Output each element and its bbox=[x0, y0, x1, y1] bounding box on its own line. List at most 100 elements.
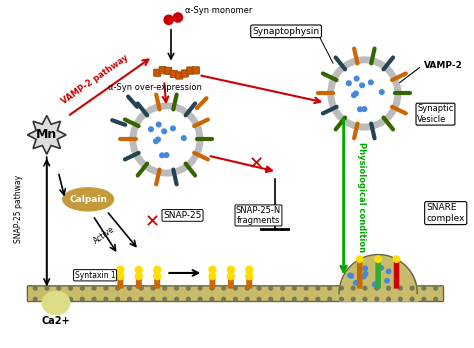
Circle shape bbox=[45, 286, 49, 290]
Circle shape bbox=[328, 286, 331, 290]
Circle shape bbox=[130, 103, 203, 176]
Text: α-Syn monomer: α-Syn monomer bbox=[185, 6, 252, 15]
FancyBboxPatch shape bbox=[136, 275, 142, 288]
Circle shape bbox=[198, 286, 202, 290]
FancyBboxPatch shape bbox=[27, 286, 444, 301]
Circle shape bbox=[164, 153, 169, 157]
Circle shape bbox=[45, 297, 49, 301]
Circle shape bbox=[348, 273, 352, 278]
Circle shape bbox=[92, 297, 96, 301]
Circle shape bbox=[269, 286, 273, 290]
Circle shape bbox=[162, 129, 166, 134]
Circle shape bbox=[351, 297, 355, 301]
Ellipse shape bbox=[42, 291, 70, 314]
Circle shape bbox=[175, 286, 178, 290]
Circle shape bbox=[222, 286, 226, 290]
Circle shape bbox=[385, 278, 389, 283]
FancyBboxPatch shape bbox=[164, 67, 172, 74]
Circle shape bbox=[117, 273, 124, 280]
Text: SNAP-25: SNAP-25 bbox=[164, 211, 202, 220]
Circle shape bbox=[57, 286, 61, 290]
Circle shape bbox=[387, 297, 391, 301]
Circle shape bbox=[352, 93, 356, 97]
FancyBboxPatch shape bbox=[118, 275, 123, 288]
Circle shape bbox=[182, 136, 186, 140]
Circle shape bbox=[434, 297, 438, 301]
Circle shape bbox=[139, 297, 143, 301]
Circle shape bbox=[234, 286, 237, 290]
Circle shape bbox=[234, 297, 237, 301]
Text: Synaptic
Vesicle: Synaptic Vesicle bbox=[417, 104, 454, 124]
Circle shape bbox=[228, 273, 234, 280]
Circle shape bbox=[375, 256, 382, 262]
Circle shape bbox=[281, 297, 284, 301]
FancyBboxPatch shape bbox=[154, 275, 160, 288]
Circle shape bbox=[375, 286, 379, 290]
Text: Syntaxin 1: Syntaxin 1 bbox=[75, 271, 116, 280]
FancyBboxPatch shape bbox=[375, 258, 381, 288]
Circle shape bbox=[387, 286, 391, 290]
Polygon shape bbox=[27, 116, 66, 154]
Circle shape bbox=[175, 297, 178, 301]
Circle shape bbox=[346, 81, 351, 86]
Circle shape bbox=[380, 90, 384, 94]
Circle shape bbox=[69, 297, 73, 301]
Circle shape bbox=[335, 64, 394, 123]
Circle shape bbox=[81, 286, 84, 290]
Circle shape bbox=[304, 297, 308, 301]
Text: Mn: Mn bbox=[36, 128, 57, 141]
Circle shape bbox=[257, 297, 261, 301]
Circle shape bbox=[156, 122, 161, 127]
Text: Synaptophysin: Synaptophysin bbox=[253, 27, 319, 36]
Circle shape bbox=[151, 286, 155, 290]
Text: VAMP-2 pathway: VAMP-2 pathway bbox=[60, 53, 130, 106]
Circle shape bbox=[379, 266, 383, 270]
FancyBboxPatch shape bbox=[175, 72, 183, 79]
FancyBboxPatch shape bbox=[154, 69, 161, 77]
Circle shape bbox=[257, 286, 261, 290]
Text: Active: Active bbox=[92, 224, 117, 245]
Circle shape bbox=[246, 266, 253, 273]
Circle shape bbox=[116, 286, 119, 290]
Circle shape bbox=[128, 297, 131, 301]
Circle shape bbox=[164, 15, 173, 24]
Circle shape bbox=[281, 286, 284, 290]
Circle shape bbox=[81, 297, 84, 301]
FancyBboxPatch shape bbox=[187, 67, 194, 74]
Circle shape bbox=[316, 297, 320, 301]
Circle shape bbox=[356, 256, 363, 262]
FancyBboxPatch shape bbox=[228, 275, 234, 288]
Circle shape bbox=[155, 137, 160, 142]
Circle shape bbox=[369, 80, 373, 85]
Circle shape bbox=[434, 286, 438, 290]
Circle shape bbox=[186, 297, 190, 301]
Circle shape bbox=[160, 153, 164, 158]
Circle shape bbox=[373, 282, 377, 287]
Circle shape bbox=[304, 286, 308, 290]
FancyBboxPatch shape bbox=[181, 70, 189, 77]
Circle shape bbox=[246, 297, 249, 301]
Circle shape bbox=[151, 297, 155, 301]
Circle shape bbox=[154, 139, 158, 143]
Circle shape bbox=[339, 297, 343, 301]
Circle shape bbox=[136, 273, 142, 280]
Circle shape bbox=[362, 107, 367, 111]
Circle shape bbox=[198, 297, 202, 301]
Text: Physiological condition: Physiological condition bbox=[357, 142, 366, 252]
Text: α-Syn over-expression: α-Syn over-expression bbox=[108, 83, 202, 92]
Circle shape bbox=[136, 266, 142, 273]
Text: VAMP-2: VAMP-2 bbox=[424, 61, 463, 70]
Circle shape bbox=[364, 271, 368, 276]
Text: ✕: ✕ bbox=[248, 156, 264, 174]
Circle shape bbox=[292, 286, 296, 290]
Circle shape bbox=[410, 286, 414, 290]
Circle shape bbox=[128, 286, 131, 290]
Circle shape bbox=[386, 269, 391, 274]
Circle shape bbox=[149, 127, 153, 132]
Circle shape bbox=[246, 273, 253, 280]
Text: ✕: ✕ bbox=[145, 213, 160, 231]
Circle shape bbox=[69, 286, 73, 290]
Circle shape bbox=[339, 286, 343, 290]
FancyBboxPatch shape bbox=[394, 258, 399, 288]
Circle shape bbox=[422, 297, 426, 301]
